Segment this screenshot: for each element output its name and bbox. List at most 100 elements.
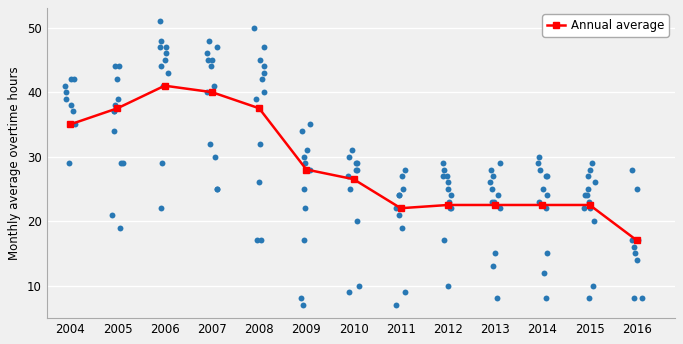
Annual average (255, 106, 263, 110)
Point (391, 205, 402, 211)
Point (400, 167, 410, 172)
Point (344, 154, 354, 159)
Point (397, 225, 408, 230)
Point (583, 186, 594, 192)
Point (250, 96, 261, 101)
Point (583, 199, 594, 204)
Point (485, 180, 496, 185)
Annual average (444, 203, 452, 207)
Point (491, 296, 502, 301)
Point (351, 160, 362, 166)
Point (259, 70, 270, 76)
Point (488, 173, 499, 179)
Point (632, 238, 643, 243)
Point (204, 38, 214, 43)
Point (298, 186, 309, 192)
Point (117, 160, 128, 166)
Point (212, 186, 223, 192)
Point (114, 225, 125, 230)
Point (628, 296, 639, 301)
Legend: Annual average: Annual average (542, 14, 669, 37)
Point (443, 199, 454, 204)
Point (626, 238, 637, 243)
Point (585, 205, 596, 211)
Point (486, 167, 497, 172)
Point (60, 83, 71, 88)
Point (156, 38, 167, 43)
Point (297, 128, 308, 133)
Point (115, 160, 126, 166)
Point (70, 122, 81, 127)
Point (156, 64, 167, 69)
Point (350, 160, 361, 166)
Annual average (491, 203, 499, 207)
Point (305, 167, 316, 172)
Point (490, 250, 501, 256)
Point (588, 218, 599, 224)
Point (579, 205, 589, 211)
Point (202, 89, 213, 95)
Point (540, 296, 551, 301)
Point (109, 109, 120, 114)
Point (158, 83, 169, 88)
Point (296, 296, 307, 301)
Point (494, 205, 505, 211)
Point (297, 302, 308, 308)
Point (161, 51, 171, 56)
Point (251, 238, 262, 243)
Point (258, 44, 269, 50)
Point (159, 57, 170, 63)
Point (61, 89, 72, 95)
Point (155, 205, 166, 211)
Point (344, 289, 354, 295)
Point (254, 141, 265, 147)
Point (109, 128, 120, 133)
Point (107, 212, 117, 217)
Point (583, 296, 594, 301)
Point (68, 109, 79, 114)
Annual average (161, 84, 169, 88)
Point (157, 160, 168, 166)
Point (626, 167, 637, 172)
Point (201, 51, 212, 56)
Point (249, 25, 260, 30)
Point (154, 19, 165, 24)
Point (538, 186, 548, 192)
Point (345, 186, 356, 192)
Point (111, 76, 122, 82)
Point (258, 64, 269, 69)
Annual average (538, 203, 546, 207)
Point (352, 167, 363, 172)
Annual average (397, 206, 405, 210)
Point (588, 283, 599, 288)
Point (637, 296, 647, 301)
Point (630, 328, 641, 333)
Point (154, 44, 165, 50)
Point (438, 238, 449, 243)
Point (629, 250, 640, 256)
Point (533, 160, 544, 166)
Point (632, 186, 643, 192)
Point (494, 160, 505, 166)
Point (113, 64, 124, 69)
Point (443, 180, 454, 185)
Point (163, 70, 173, 76)
Point (582, 173, 593, 179)
Point (346, 148, 357, 153)
Point (442, 283, 453, 288)
Point (351, 218, 362, 224)
Point (259, 89, 270, 95)
Point (255, 238, 266, 243)
Point (637, 328, 647, 333)
Annual average (208, 90, 216, 94)
Point (112, 96, 123, 101)
Point (542, 173, 553, 179)
Annual average (303, 168, 311, 172)
Y-axis label: Monthly average overtime hours: Monthly average overtime hours (8, 66, 21, 260)
Point (487, 186, 498, 192)
Point (585, 167, 596, 172)
Point (533, 199, 544, 204)
Point (110, 102, 121, 108)
Point (489, 199, 500, 204)
Point (629, 244, 640, 250)
